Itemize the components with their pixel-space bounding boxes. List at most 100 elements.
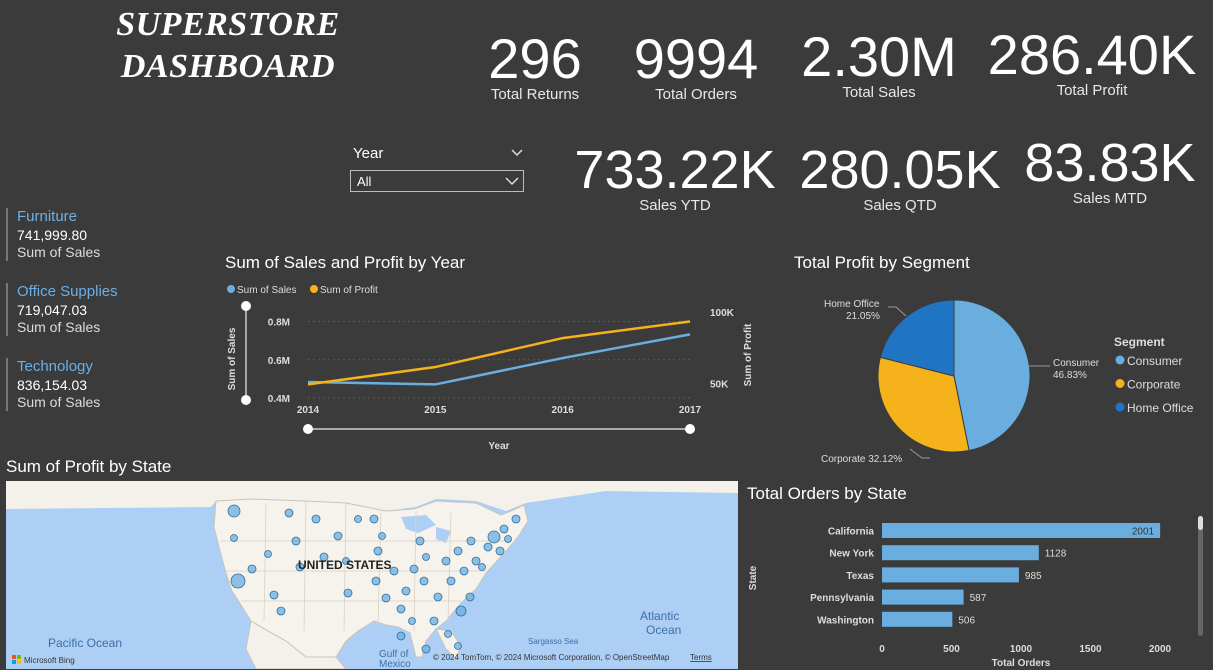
map-bubble[interactable] [453,546,463,556]
map-bubble[interactable] [311,514,321,524]
map-label-pacific-ocean: Pacific Ocean [48,636,122,650]
map-bubble[interactable] [230,534,238,542]
pie-legend-dot [1115,402,1125,412]
map-bubble[interactable] [459,566,469,576]
bar-data-label: 506 [958,615,975,626]
map-bubble[interactable] [276,606,286,616]
bar[interactable] [882,523,1161,538]
y-tick-label: 0.4M [268,394,290,405]
bar-category-label: Texas [846,571,874,582]
map-bubble[interactable] [378,532,386,540]
y-range-slider-handle[interactable] [241,301,251,311]
pie-slice-corporate[interactable] [877,356,970,453]
map-bubble[interactable] [471,556,481,566]
map-bubble[interactable] [396,631,406,641]
map-bubble[interactable] [429,616,439,626]
line-chart-title: Sum of Sales and Profit by Year [225,253,466,272]
bar[interactable] [882,545,1039,561]
map-bubble[interactable] [227,504,241,518]
map-bubble[interactable] [389,566,399,576]
map-bubble[interactable] [409,564,419,574]
map-bubble[interactable] [441,556,451,566]
map-bubble[interactable] [342,557,350,565]
map-bubble[interactable] [454,642,462,650]
map-bubble[interactable] [230,573,246,589]
map-terms-link[interactable]: Terms [690,653,712,662]
map-bubble[interactable] [284,508,294,518]
map-bubble[interactable] [415,536,425,546]
map-bubble[interactable] [264,550,272,558]
slice-label-consumer-value: 46.83% [1053,370,1087,381]
map-bubble[interactable] [291,536,301,546]
map-bubble[interactable] [504,535,512,543]
profit-map[interactable]: UNITED STATES Pacific Ocean Atlantic Oce… [6,481,738,669]
x-range-slider-handle[interactable] [685,424,695,434]
y-tick-label: 0.8M [268,318,290,329]
legend-label-sales: Sum of Sales [237,285,296,296]
pie-slice-consumer[interactable] [953,299,1031,452]
kpi-sales-ytd: 733.22K Sales YTD [574,140,776,214]
map-bubble[interactable] [487,530,501,544]
bar-chart: California 2001 New York 1128 Texas 985 Pennsy… [748,516,1203,669]
map-bubble[interactable] [269,590,279,600]
map-bubble[interactable] [478,563,486,571]
map-bubble[interactable] [247,564,257,574]
x-range-slider-handle[interactable] [303,424,313,434]
map-bubble[interactable] [295,562,305,572]
series-line-profit[interactable] [307,320,691,386]
map-bubble[interactable] [419,576,429,586]
map-bubble[interactable] [433,592,443,602]
bar-category-label: California [828,527,875,538]
scrollbar-thumb[interactable] [1198,516,1203,530]
map-bubble[interactable] [369,514,379,524]
map-bubble[interactable] [396,604,406,614]
x-axis-title: Year [488,441,509,452]
legend-label-profit: Sum of Profit [320,285,378,296]
map-bubble[interactable] [319,552,329,562]
bar-category-label: Pennsylvania [810,593,874,604]
slice-label-home-office-value: 21.05% [846,311,880,322]
map-bubble[interactable] [381,593,391,603]
map-bubble[interactable] [499,524,509,534]
bar[interactable] [882,611,953,627]
map-bubble[interactable] [373,546,383,556]
pie-legend-label[interactable]: Home Office [1127,401,1194,415]
pie-legend-label[interactable]: Consumer [1127,354,1182,368]
kpi-sales-mtd: 83.83K Sales MTD [1024,133,1196,207]
map-label-united-states: UNITED STATES [298,558,392,572]
x-tick-label: 2017 [679,405,702,416]
y-range-slider-handle[interactable] [241,395,251,405]
map-bubble[interactable] [401,586,411,596]
x-tick-label: 2014 [297,405,320,416]
y2-axis-title: Sum of Profit [743,323,754,386]
slice-label-home-office: Home Office [824,299,880,310]
map-bubble[interactable] [408,617,416,625]
map-bubble[interactable] [446,576,456,586]
kpi-sales-qtd: 280.05K Sales QTD [799,140,1001,214]
year-slicer-dropdown[interactable]: All [350,170,524,192]
map-bubble[interactable] [333,531,343,541]
map-bubble[interactable] [466,536,476,546]
bar[interactable] [882,589,964,605]
map-bubble[interactable] [421,644,431,654]
pie-chart-title: Total Profit by Segment [794,253,970,272]
bar[interactable] [882,567,1019,583]
map-bubble[interactable] [483,542,493,552]
pie-legend-dot [1115,379,1125,388]
pie-legend-label[interactable]: Corporate [1127,378,1181,392]
x-tick-label: 2000 [1149,644,1172,655]
map-bubble[interactable] [343,588,353,598]
map-label-ocean: Ocean [646,623,681,637]
map-bubble[interactable] [422,553,430,561]
map-bubble[interactable] [444,630,452,638]
map-bubble[interactable] [455,605,467,617]
map-bubble[interactable] [371,576,381,586]
map-bubble[interactable] [465,592,475,602]
series-line-sales[interactable] [307,333,691,386]
map-bubble[interactable] [511,514,521,524]
pie-slice-home-office[interactable] [879,299,955,377]
map-bubble[interactable] [495,546,505,556]
chevron-down-icon[interactable] [510,146,524,160]
scrollbar-track[interactable] [1198,516,1203,636]
map-bubble[interactable] [354,515,362,523]
